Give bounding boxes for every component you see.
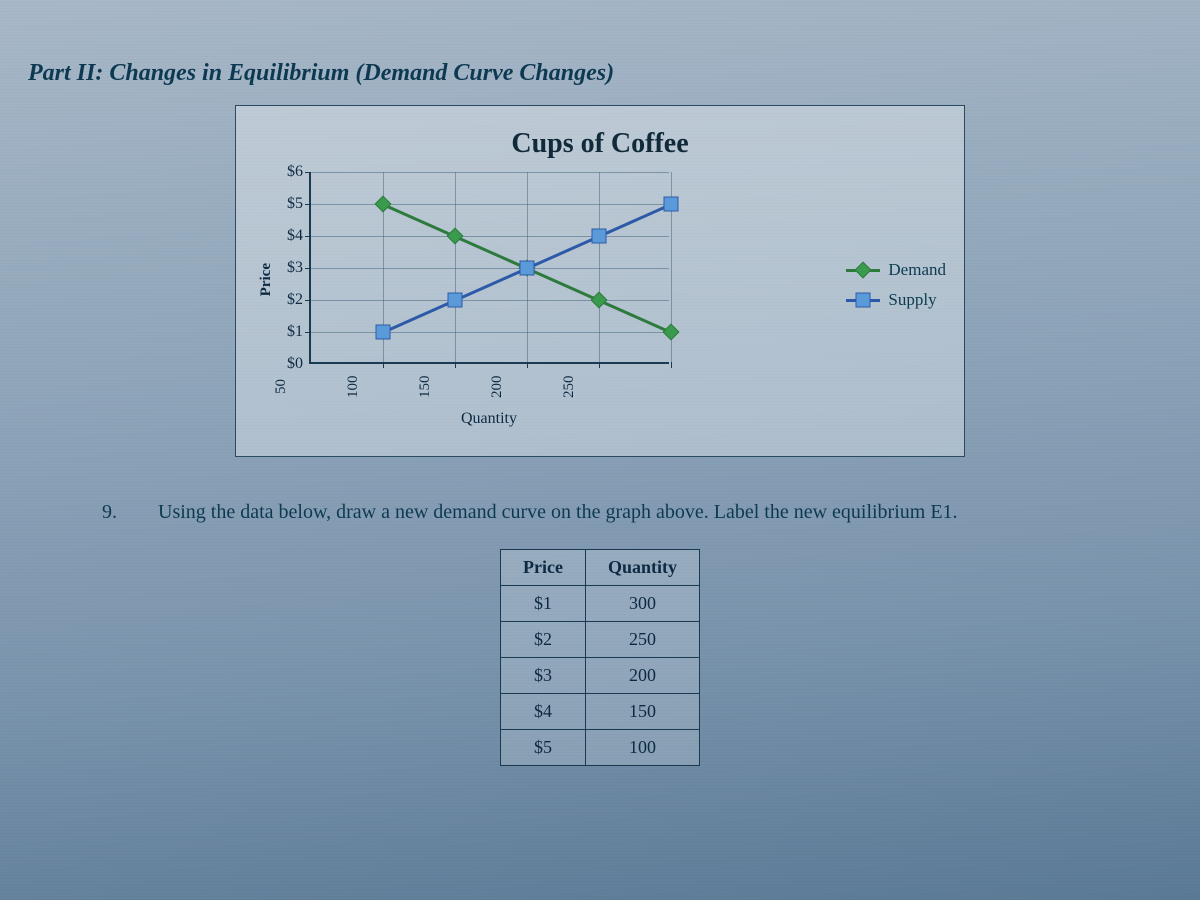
x-tick: 100 [345, 370, 417, 404]
table-cell: 300 [585, 586, 699, 622]
series-line-supply [598, 203, 671, 238]
chart-plot-area [309, 172, 669, 364]
marker-demand [375, 196, 392, 213]
table-row: $2250 [501, 622, 700, 658]
series-line-supply [526, 235, 599, 270]
table-cell: 200 [585, 658, 699, 694]
table-cell: $3 [501, 658, 586, 694]
table-cell: 100 [585, 730, 699, 766]
chart-title: Cups of Coffee [254, 128, 946, 160]
marker-demand [663, 324, 680, 341]
table-row: $4150 [501, 694, 700, 730]
y-tick: $1 [275, 316, 303, 348]
chart-container: Cups of Coffee Price $6$5$4$3$2$1$0 5010… [235, 105, 965, 457]
table-cell: 250 [585, 622, 699, 658]
series-line-supply [454, 267, 527, 302]
x-tick: 50 [273, 370, 345, 404]
question-9: 9.Using the data below, draw a new deman… [28, 497, 1172, 527]
y-tick: $2 [275, 284, 303, 316]
marker-demand [447, 228, 464, 245]
legend-label: Supply [888, 290, 936, 310]
x-tick: 200 [489, 370, 561, 404]
table-cell: $2 [501, 622, 586, 658]
marker-supply [448, 293, 463, 308]
table-cell: $4 [501, 694, 586, 730]
marker-supply [664, 197, 679, 212]
marker-demand [591, 292, 608, 309]
chart-legend: Demand Supply [846, 250, 946, 350]
table-row: $1300 [501, 586, 700, 622]
x-axis-label: Quantity [309, 410, 669, 428]
y-tick: $5 [275, 188, 303, 220]
table-row: $3200 [501, 658, 700, 694]
section-title: Part II: Changes in Equilibrium (Demand … [28, 60, 1172, 87]
question-number: 9. [130, 497, 158, 527]
table-row: $5100 [501, 730, 700, 766]
series-line-demand [598, 299, 671, 334]
question-text: Using the data below, draw a new demand … [158, 501, 958, 523]
marker-supply [520, 261, 535, 276]
x-tick: 250 [561, 370, 633, 404]
legend-item-demand: Demand [846, 260, 946, 280]
worksheet-page: Part II: Changes in Equilibrium (Demand … [0, 0, 1200, 786]
table-header: Price [501, 550, 586, 586]
legend-label: Demand [888, 260, 946, 280]
table-cell: $1 [501, 586, 586, 622]
legend-item-supply: Supply [846, 290, 946, 310]
marker-supply [376, 325, 391, 340]
table-cell: $5 [501, 730, 586, 766]
series-line-demand [382, 203, 455, 238]
y-tick: $3 [275, 252, 303, 284]
table-cell: 150 [585, 694, 699, 730]
series-line-demand [454, 235, 527, 270]
series-line-demand [526, 267, 599, 302]
table-header: Quantity [585, 550, 699, 586]
x-tick: 150 [417, 370, 489, 404]
y-tick: $4 [275, 220, 303, 252]
marker-supply [592, 229, 607, 244]
y-tick: $6 [275, 156, 303, 188]
series-line-supply [382, 299, 455, 334]
y-axis-label: Price [254, 263, 275, 296]
x-tick-labels: 50100150200250 [309, 370, 669, 404]
data-table: PriceQuantity$1300$2250$3200$4150$5100 [500, 549, 700, 766]
